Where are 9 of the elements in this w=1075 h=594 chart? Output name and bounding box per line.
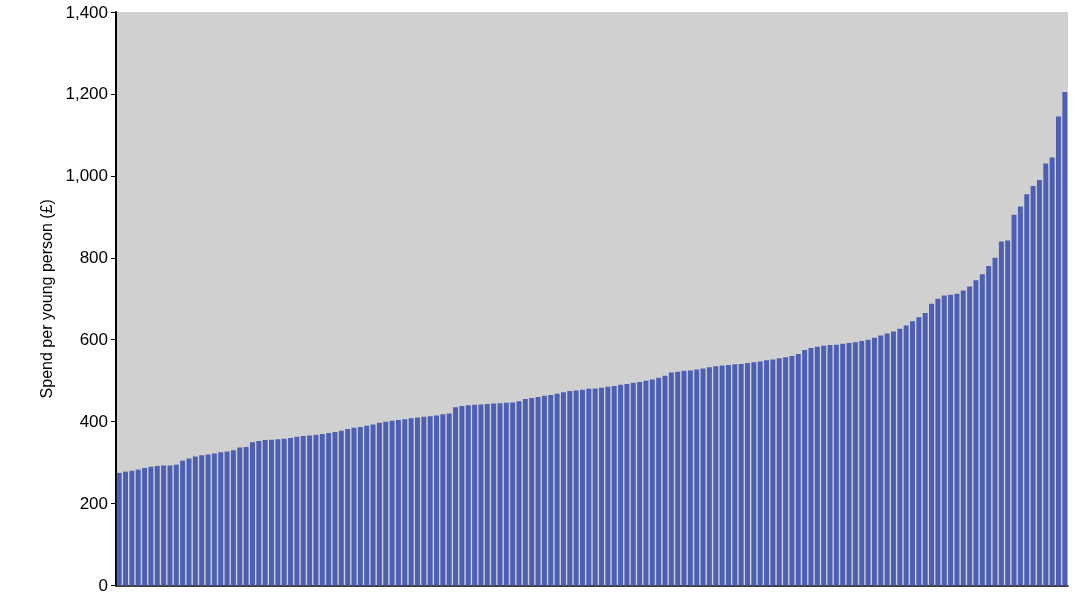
y-tick-label: 200 xyxy=(79,494,108,514)
y-tick-label: 1,000 xyxy=(65,166,108,186)
y-tick-label: 1,400 xyxy=(65,2,108,22)
y-tick-label: 400 xyxy=(79,412,108,432)
y-tick-label: 800 xyxy=(79,248,108,268)
y-axis-title: Spend per young person (£) xyxy=(37,199,55,399)
y-tick-label: 600 xyxy=(79,330,108,350)
y-tick-label: 1,200 xyxy=(65,84,108,104)
y-tick-label: 0 xyxy=(98,576,108,594)
